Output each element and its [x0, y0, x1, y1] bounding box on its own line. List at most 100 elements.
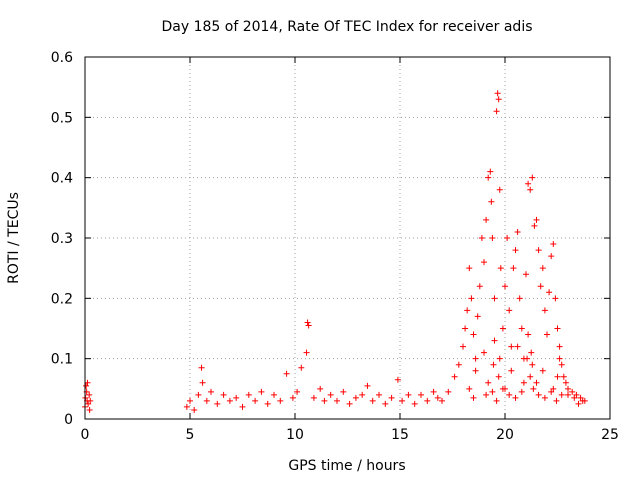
data-point: [233, 394, 240, 401]
y-tick-label: 0.5: [51, 110, 73, 126]
data-point: [490, 361, 497, 368]
data-point: [496, 186, 503, 193]
data-point: [558, 391, 565, 398]
data-point: [499, 325, 506, 332]
data-point: [460, 343, 466, 350]
data-point: [86, 391, 93, 398]
data-point: [470, 394, 477, 401]
data-point: [575, 400, 582, 407]
data-point: [208, 388, 214, 395]
data-point: [487, 168, 494, 175]
data-point: [271, 391, 277, 398]
data-point: [516, 295, 523, 302]
x-tick-label: 20: [496, 427, 514, 443]
data-point: [527, 186, 534, 193]
data-point: [317, 385, 324, 392]
data-point: [83, 382, 90, 389]
data-point: [485, 379, 492, 386]
data-point: [245, 391, 252, 398]
data-point: [520, 379, 527, 386]
data-point: [476, 283, 483, 290]
data-point: [183, 403, 190, 410]
data-point: [340, 388, 347, 395]
data-point: [327, 391, 334, 398]
data-point: [535, 247, 542, 254]
data-point: [533, 216, 540, 223]
data-point: [464, 307, 471, 314]
data-point: [488, 198, 495, 205]
x-tick-label: 10: [286, 427, 304, 443]
data-point: [493, 108, 500, 115]
data-point: [277, 397, 284, 404]
data-point: [369, 397, 376, 404]
data-point: [466, 265, 473, 272]
data-point: [548, 253, 555, 260]
data-point: [474, 313, 481, 320]
data-point: [485, 174, 492, 181]
data-point: [499, 385, 506, 392]
data-point: [518, 325, 525, 332]
data-point: [472, 355, 479, 362]
data-point: [539, 367, 546, 374]
x-tick-label: 25: [601, 427, 619, 443]
data-point: [424, 397, 431, 404]
data-point: [548, 388, 555, 395]
data-point: [565, 391, 571, 398]
data-point: [560, 373, 567, 380]
data-point: [495, 96, 502, 103]
data-point: [524, 355, 531, 362]
data-point: [198, 364, 205, 371]
data-point: [305, 322, 312, 329]
data-point: [334, 397, 340, 404]
data-point: [418, 391, 424, 398]
data-point: [352, 394, 359, 401]
y-tick-label: 0.4: [51, 171, 73, 187]
data-point: [506, 391, 513, 398]
data-point: [525, 180, 532, 187]
data-point: [346, 400, 353, 407]
data-point: [556, 343, 563, 350]
data-point: [546, 289, 553, 296]
data-point: [298, 364, 305, 371]
data-point: [303, 349, 310, 356]
data-point: [553, 397, 560, 404]
data-point: [502, 283, 508, 290]
data-point: [550, 385, 557, 392]
data-point: [539, 265, 546, 272]
data-point: [494, 90, 501, 97]
data-point: [537, 283, 544, 290]
y-tick-label: 0.1: [51, 352, 73, 368]
data-points: [82, 90, 588, 413]
data-point: [527, 373, 534, 380]
data-point: [489, 235, 496, 241]
data-point: [544, 331, 550, 338]
x-axis-label: GPS time / hours: [288, 458, 405, 474]
data-point: [506, 307, 513, 314]
data-point: [481, 349, 487, 356]
data-point: [533, 379, 540, 386]
data-point: [529, 174, 536, 181]
data-point: [252, 397, 259, 404]
data-point: [439, 397, 445, 404]
data-point: [359, 391, 366, 398]
data-point: [556, 355, 563, 362]
data-point: [518, 388, 525, 395]
data-point: [496, 355, 503, 362]
data-point: [87, 397, 94, 404]
data-point: [483, 391, 490, 398]
data-point: [214, 400, 221, 407]
data-point: [491, 337, 498, 344]
data-point: [508, 343, 515, 350]
data-point: [310, 394, 317, 401]
data-point: [187, 397, 193, 404]
data-point: [470, 331, 477, 338]
data-point: [195, 391, 202, 398]
data-point: [472, 367, 479, 374]
data-point: [565, 385, 571, 392]
y-tick-label: 0.2: [51, 291, 73, 307]
data-point: [283, 370, 290, 377]
data-point: [530, 385, 537, 392]
data-point: [376, 391, 382, 398]
data-point: [191, 406, 198, 413]
